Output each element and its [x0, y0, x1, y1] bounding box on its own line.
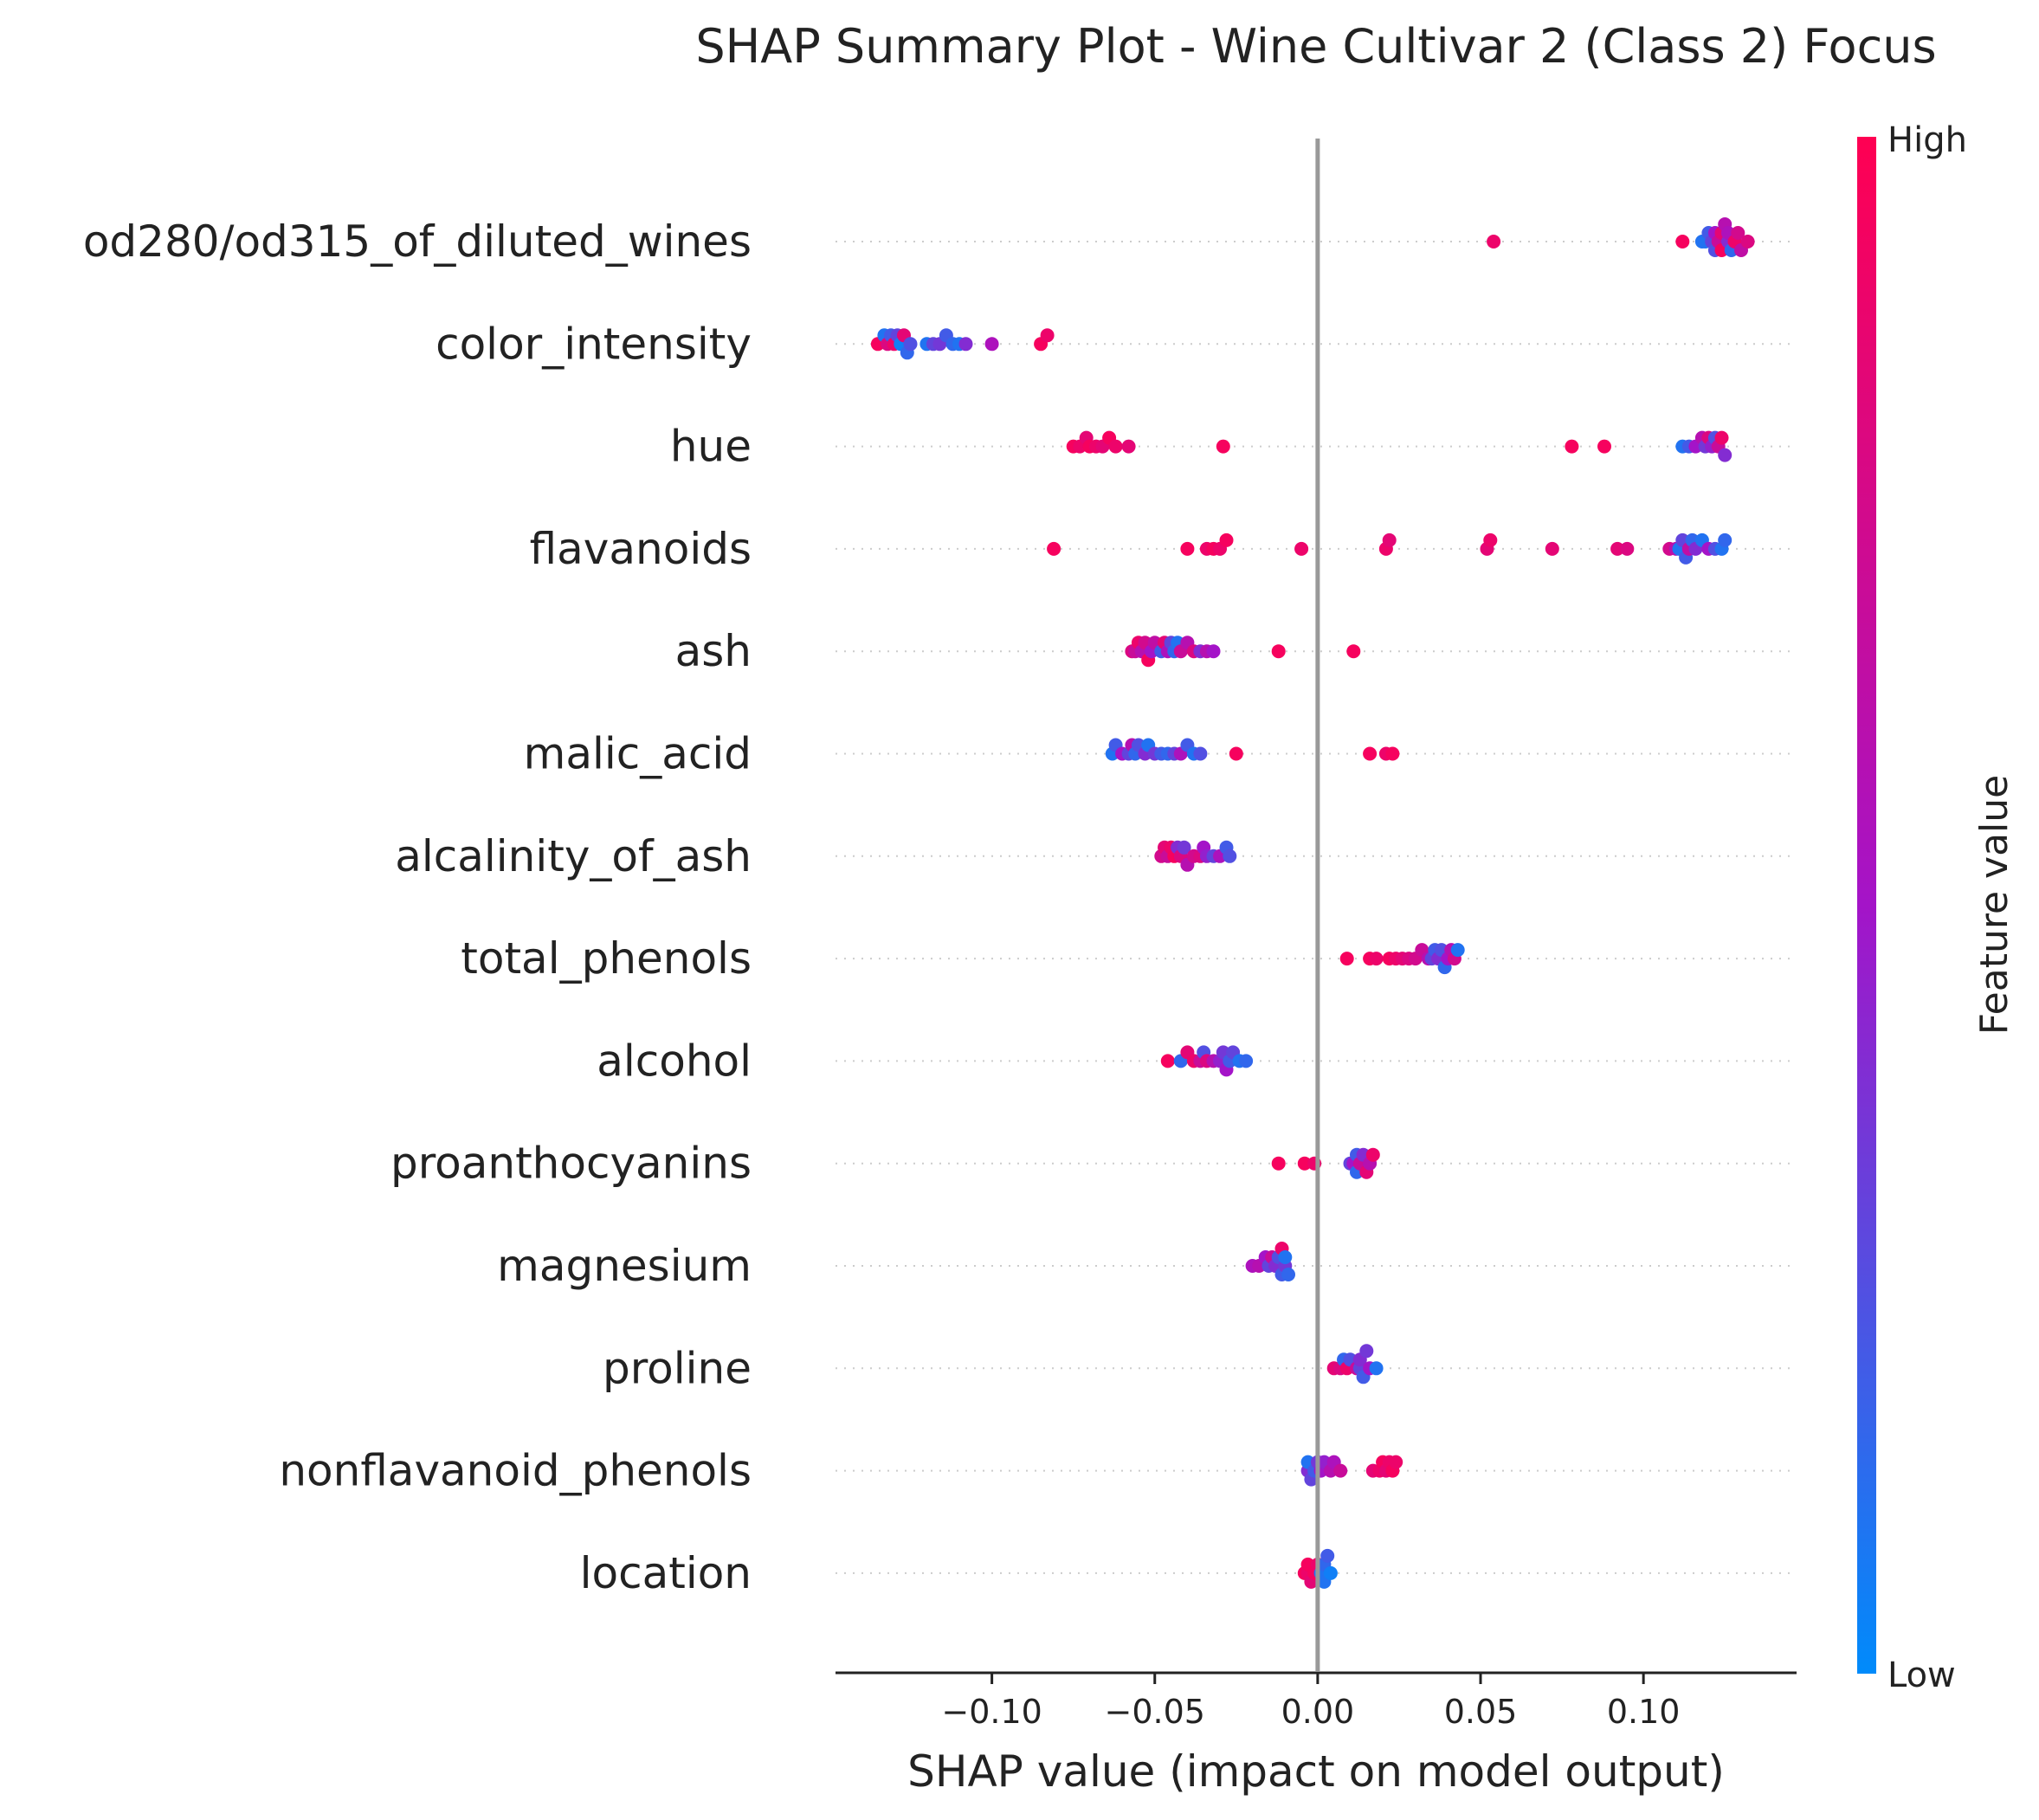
x-tick-label: 0.00 [1281, 1693, 1355, 1731]
shap-point [1718, 532, 1733, 547]
shap-point [1333, 1463, 1348, 1478]
x-tick-label: −0.05 [1105, 1693, 1205, 1731]
shap-point [1040, 328, 1055, 343]
shap-point [1108, 439, 1123, 454]
shap-point [984, 337, 999, 352]
feature-label: magnesium [497, 1241, 752, 1291]
shap-point [1320, 1548, 1335, 1563]
x-axis-label: SHAP value (impact on model output) [907, 1746, 1725, 1797]
shap-point [1365, 1147, 1380, 1162]
shap-point [1385, 746, 1400, 761]
shap-point [1216, 439, 1230, 454]
shap-point [1369, 952, 1384, 966]
colorbar-low-label: Low [1887, 1655, 1956, 1695]
shap-point [1363, 746, 1378, 761]
shap-point [1346, 644, 1361, 659]
x-tick-label: 0.05 [1444, 1693, 1518, 1731]
feature-label: ash [675, 626, 752, 676]
shap-point [1610, 541, 1625, 556]
feature-label: alcalinity_of_ash [395, 831, 752, 881]
shap-point [1271, 1156, 1286, 1171]
chart-title: SHAP Summary Plot - Wine Cultivar 2 (Cla… [695, 19, 1936, 74]
shap-point [1047, 541, 1061, 556]
shap-point [1718, 448, 1733, 462]
shap-point [1565, 439, 1579, 454]
shap-point [1219, 532, 1234, 547]
feature-label: alcohol [597, 1036, 752, 1086]
colorbar-high-label: High [1887, 120, 1967, 160]
shap-point [958, 337, 973, 352]
shap-point [1323, 1565, 1338, 1580]
colorbar [1857, 137, 1876, 1674]
shap-points [870, 217, 1755, 1589]
shap-point [1223, 849, 1237, 863]
shap-point [1369, 1361, 1384, 1376]
shap-point [1297, 1156, 1312, 1171]
shap-point [1597, 439, 1611, 454]
shap-point [1675, 235, 1690, 248]
shap-point [1359, 1344, 1374, 1359]
shap-point [1294, 541, 1309, 556]
feature-label: proline [603, 1343, 752, 1393]
shap-point [1206, 644, 1221, 659]
shap-point [1229, 746, 1243, 761]
x-tick-label: −0.10 [941, 1693, 1042, 1731]
x-axis-ticks: −0.10 −0.05 0.00 0.05 0.10 [941, 1673, 1680, 1731]
shap-point [1450, 943, 1465, 958]
shap-point [1193, 746, 1208, 761]
colorbar-title: Feature value [1972, 775, 2016, 1035]
shap-point [1382, 532, 1397, 547]
x-tick-label: 0.10 [1607, 1693, 1681, 1731]
feature-label: flavanoids [530, 524, 752, 574]
shap-point [1483, 532, 1498, 547]
feature-label: color_intensity [436, 319, 752, 369]
feature-label: proanthocyanins [390, 1139, 752, 1189]
feature-label: location [580, 1548, 752, 1598]
shap-point [1281, 1268, 1295, 1281]
shap-point [1714, 430, 1729, 445]
shap-point [1180, 541, 1195, 556]
shap-point [1731, 226, 1745, 240]
shap-point [1271, 644, 1286, 659]
shap-point [1121, 439, 1136, 454]
shap-point [1545, 541, 1559, 556]
shap-point [1740, 235, 1755, 248]
shap-point [1278, 1250, 1293, 1264]
feature-label: nonflavanoid_phenols [279, 1446, 752, 1496]
shap-point [1487, 235, 1501, 248]
shap-point [1239, 1054, 1254, 1068]
feature-label: hue [670, 422, 752, 472]
feature-label: total_phenols [461, 933, 752, 984]
shap-point [1177, 840, 1191, 855]
shap-point [1620, 541, 1635, 556]
shap-point [1389, 1455, 1403, 1469]
feature-rows: od280/od315_of_diluted_wines color_intens… [83, 216, 1797, 1598]
shap-point [1339, 952, 1354, 966]
feature-label: malic_acid [524, 729, 752, 779]
feature-label: od280/od315_of_diluted_wines [83, 216, 752, 267]
shap-point [903, 337, 918, 352]
shap-point [1160, 1054, 1175, 1068]
